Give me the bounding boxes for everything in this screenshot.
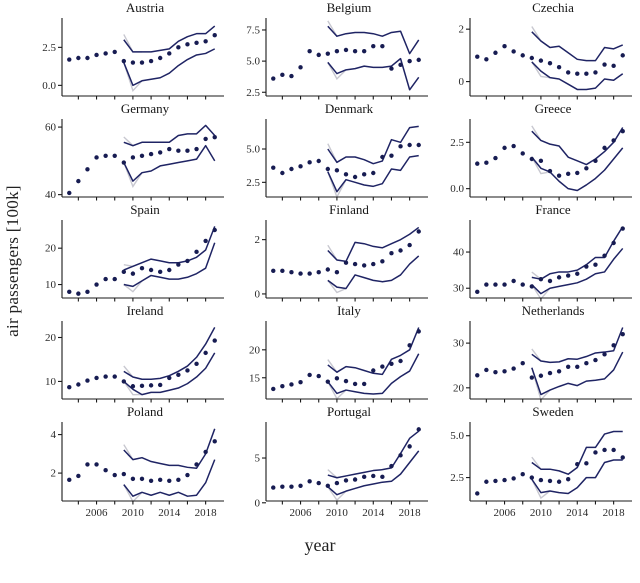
y-axis-label: air passengers [100k] xyxy=(3,184,23,337)
svg-text:5.0: 5.0 xyxy=(246,144,260,156)
facet-title: France xyxy=(535,202,571,217)
facet-title: Spain xyxy=(130,202,160,217)
svg-text:2.5: 2.5 xyxy=(246,177,260,189)
facet-plot-czechia: 02 xyxy=(459,18,632,100)
svg-text:10: 10 xyxy=(45,376,57,388)
y-axis-label-column: air passengers [100k] xyxy=(0,0,26,521)
svg-text:5.0: 5.0 xyxy=(246,56,260,68)
svg-text:2.5: 2.5 xyxy=(246,87,260,99)
svg-text:2.5: 2.5 xyxy=(450,472,464,484)
facet-plot-austria: 0.0 2.5 xyxy=(42,18,224,100)
facet-title: Portugal xyxy=(326,404,372,419)
svg-text:2006: 2006 xyxy=(494,507,517,519)
facet-plot-france: 30 40 xyxy=(453,220,632,302)
svg-text:2014: 2014 xyxy=(158,507,181,519)
facet-france: France 30 40 xyxy=(434,202,638,303)
svg-text:40: 40 xyxy=(453,247,465,259)
svg-text:4: 4 xyxy=(51,429,57,441)
facet-title: Ireland xyxy=(126,303,164,318)
svg-text:0: 0 xyxy=(459,76,465,88)
facet-plot-denmark: 2.5 5.0 xyxy=(246,119,428,201)
facet-plot-greece: 0.0 2.5 xyxy=(450,119,632,201)
svg-text:0: 0 xyxy=(255,288,261,300)
facet-netherlands: Netherlands 20 30 xyxy=(434,303,638,404)
facet-belgium: Belgium 2.5 5.0 7.5 xyxy=(230,0,434,101)
facet-portugal: Portugal 0 5 2006 2010 2014 2018 xyxy=(230,404,434,521)
svg-text:2010: 2010 xyxy=(530,507,553,519)
facet-title: Austria xyxy=(125,0,165,15)
svg-text:2010: 2010 xyxy=(122,507,145,519)
x-axis-label: year xyxy=(304,535,336,555)
svg-text:20: 20 xyxy=(45,243,57,255)
svg-text:5: 5 xyxy=(255,453,261,465)
facet-title: Italy xyxy=(337,303,361,318)
facet-italy: Italy 15 20 xyxy=(230,303,434,404)
facet-title: Belgium xyxy=(326,0,372,15)
facet-plot-portugal: 0 5 2006 2010 2014 2018 xyxy=(255,422,428,519)
facet-spain: Spain 10 20 xyxy=(26,202,230,303)
svg-text:40: 40 xyxy=(45,189,57,201)
svg-text:2014: 2014 xyxy=(566,507,589,519)
svg-text:15: 15 xyxy=(249,372,261,384)
facet-plot-spain: 10 20 xyxy=(45,220,224,302)
svg-text:0.0: 0.0 xyxy=(42,80,56,92)
facet-sweden: Sweden 2.5 5.0 2006 2010 2014 2018 xyxy=(434,404,638,521)
svg-text:20: 20 xyxy=(453,382,465,394)
svg-text:2: 2 xyxy=(459,24,465,36)
facet-title: Denmark xyxy=(324,101,374,116)
facet-greece: Greece 0.0 2.5 xyxy=(434,101,638,202)
svg-text:2014: 2014 xyxy=(362,507,385,519)
facet-title: Greece xyxy=(534,101,572,116)
facet-germany: Germany 40 60 xyxy=(26,101,230,202)
svg-text:2.5: 2.5 xyxy=(450,137,464,149)
x-axis-label-row: year xyxy=(0,535,640,556)
svg-text:2018: 2018 xyxy=(399,507,422,519)
facet-plot-ireland: 10 20 xyxy=(45,321,224,403)
svg-text:2018: 2018 xyxy=(603,507,626,519)
svg-text:20: 20 xyxy=(249,344,261,356)
facet-plot-belgium: 2.5 5.0 7.5 xyxy=(246,18,428,100)
facet-title: Finland xyxy=(329,202,369,217)
svg-text:0.0: 0.0 xyxy=(450,183,464,195)
facet-plot-germany: 40 60 xyxy=(45,119,224,201)
facet-title: Czechia xyxy=(532,0,574,15)
facet-poland: Poland 2 4 2006 2010 2014 2018 xyxy=(26,404,230,521)
svg-text:30: 30 xyxy=(453,283,465,295)
facet-austria: Austria 0.0 2.5 xyxy=(26,0,230,101)
facet-denmark: Denmark 2.5 5.0 xyxy=(230,101,434,202)
facet-ireland: Ireland 10 20 xyxy=(26,303,230,404)
svg-text:60: 60 xyxy=(45,122,57,134)
svg-text:10: 10 xyxy=(45,279,57,291)
svg-text:30: 30 xyxy=(453,338,465,350)
facet-title: Poland xyxy=(126,404,164,419)
svg-text:0: 0 xyxy=(255,497,261,509)
svg-text:7.5: 7.5 xyxy=(246,24,260,36)
facet-title: Germany xyxy=(120,101,170,116)
facet-plot-sweden: 2.5 5.0 2006 2010 2014 2018 xyxy=(450,422,632,519)
svg-text:2006: 2006 xyxy=(290,507,313,519)
svg-text:2: 2 xyxy=(255,234,261,246)
facet-title: Netherlands xyxy=(521,303,585,318)
svg-text:20: 20 xyxy=(45,332,57,344)
facet-plot-poland: 2 4 2006 2010 2014 2018 xyxy=(51,422,224,519)
svg-text:2.5: 2.5 xyxy=(42,42,56,54)
svg-text:5.0: 5.0 xyxy=(450,430,464,442)
facet-plot-finland: 02 xyxy=(255,220,428,302)
svg-text:2006: 2006 xyxy=(86,507,109,519)
svg-text:2: 2 xyxy=(51,468,57,480)
svg-text:2010: 2010 xyxy=(326,507,349,519)
svg-text:2018: 2018 xyxy=(195,507,218,519)
facet-title: Sweden xyxy=(532,404,574,419)
facet-grid: Austria 0.0 2.5 Belgium 2.5 5.0 7.5 Czechia… xyxy=(26,0,638,521)
